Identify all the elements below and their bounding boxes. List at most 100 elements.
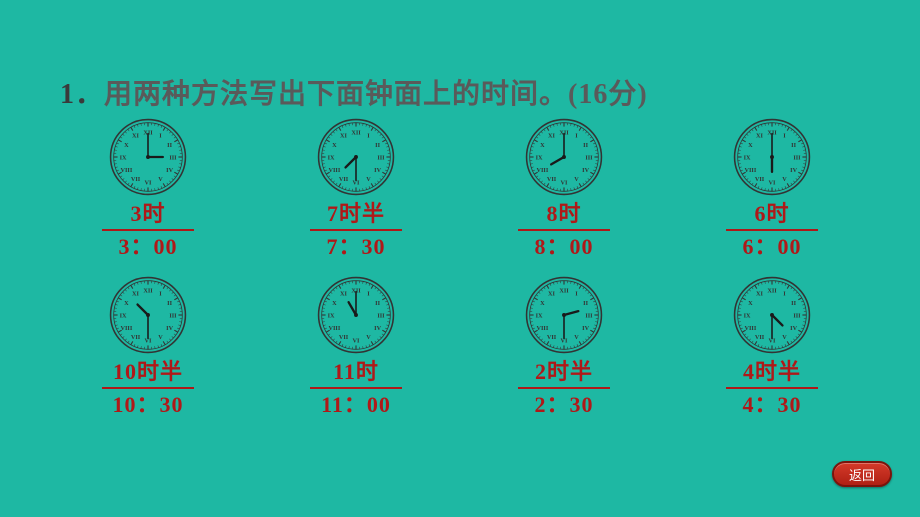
clock-cell: XIIIIIIIIIVVVIVIIVIIIIXXXI 8时 8：00 <box>499 118 629 260</box>
clock-icon: XIIIIIIIIIVVVIVIIVIIIIXXXI <box>733 118 811 196</box>
answer-line2: 8：00 <box>518 231 610 261</box>
svg-text:IX: IX <box>744 312 751 319</box>
svg-text:IX: IX <box>120 154 127 161</box>
svg-text:II: II <box>791 142 796 149</box>
clock-cell: XIIIIIIIIIVVVIVIIVIIIIXXXI 3时 3：00 <box>83 118 213 260</box>
svg-text:VI: VI <box>353 337 361 344</box>
answer-line1: 8时 <box>518 200 610 231</box>
svg-text:IX: IX <box>328 312 335 319</box>
svg-text:X: X <box>748 300 753 307</box>
svg-text:VII: VII <box>755 334 765 341</box>
svg-text:IX: IX <box>328 154 335 161</box>
svg-text:VI: VI <box>769 179 777 186</box>
svg-text:X: X <box>332 300 337 307</box>
svg-text:VIII: VIII <box>744 325 756 332</box>
svg-text:XI: XI <box>548 133 556 140</box>
svg-text:III: III <box>585 312 593 319</box>
svg-text:VIII: VIII <box>536 167 548 174</box>
svg-text:VIII: VIII <box>328 325 340 332</box>
svg-text:IV: IV <box>166 325 173 332</box>
answer-line1: 6时 <box>726 200 818 231</box>
svg-text:XI: XI <box>132 291 140 298</box>
svg-text:VIII: VIII <box>744 167 756 174</box>
clock-icon: XIIIIIIIIIVVVIVIIVIIIIXXXI <box>733 276 811 354</box>
svg-text:VII: VII <box>339 176 349 183</box>
svg-text:III: III <box>793 312 801 319</box>
svg-text:VI: VI <box>145 179 153 186</box>
clock-cell: XIIIIIIIIIVVVIVIIVIIIIXXXI 7时半 7：30 <box>291 118 421 260</box>
clock-cell: XIIIIIIIIIVVVIVIIVIIIIXXXI 4时半 4：30 <box>707 276 837 418</box>
svg-text:III: III <box>169 154 177 161</box>
svg-text:XI: XI <box>132 133 140 140</box>
svg-text:VII: VII <box>547 176 557 183</box>
svg-text:XI: XI <box>548 291 556 298</box>
clock-icon: XIIIIIIIIIVVVIVIIVIIIIXXXI <box>109 118 187 196</box>
svg-text:V: V <box>574 334 579 341</box>
clock-icon: XIIIIIIIIIVVVIVIIVIIIIXXXI <box>525 118 603 196</box>
svg-text:IV: IV <box>374 167 381 174</box>
answer-line1: 10时半 <box>102 358 194 389</box>
answer-line2: 7：30 <box>310 231 402 261</box>
svg-text:IV: IV <box>582 325 589 332</box>
svg-text:IV: IV <box>790 325 797 332</box>
svg-text:VIII: VIII <box>328 167 340 174</box>
svg-text:X: X <box>540 142 545 149</box>
back-button[interactable]: 返回 <box>832 461 892 487</box>
svg-text:XI: XI <box>756 133 764 140</box>
svg-text:V: V <box>782 334 787 341</box>
svg-text:XI: XI <box>756 291 764 298</box>
svg-text:IV: IV <box>166 167 173 174</box>
svg-text:V: V <box>158 176 163 183</box>
svg-text:VII: VII <box>339 334 349 341</box>
svg-text:V: V <box>782 176 787 183</box>
answer-line1: 2时半 <box>518 358 610 389</box>
svg-text:III: III <box>377 312 385 319</box>
svg-text:II: II <box>167 142 172 149</box>
svg-text:II: II <box>375 300 380 307</box>
answer-line2: 4：30 <box>726 389 818 419</box>
svg-text:V: V <box>574 176 579 183</box>
svg-text:III: III <box>793 154 801 161</box>
svg-text:VIII: VIII <box>120 325 132 332</box>
svg-text:IV: IV <box>374 325 381 332</box>
svg-text:XII: XII <box>559 287 569 294</box>
answer-line1: 3时 <box>102 200 194 231</box>
svg-text:XII: XII <box>143 287 153 294</box>
question-number: 1． <box>60 79 104 110</box>
clock-icon: XIIIIIIIIIVVVIVIIVIIIIXXXI <box>525 276 603 354</box>
answer-line1: 4时半 <box>726 358 818 389</box>
svg-text:II: II <box>583 300 588 307</box>
clock-icon: XIIIIIIIIIVVVIVIIVIIIIXXXI <box>109 276 187 354</box>
question-text: 用两种方法写出下面钟面上的时间。 <box>104 79 568 110</box>
svg-text:VII: VII <box>755 176 765 183</box>
clock-cell: XIIIIIIIIIVVVIVIIVIIIIXXXI 2时半 2：30 <box>499 276 629 418</box>
svg-text:II: II <box>167 300 172 307</box>
svg-text:V: V <box>366 176 371 183</box>
svg-text:IV: IV <box>790 167 797 174</box>
answer-line2: 10：30 <box>102 389 194 419</box>
svg-text:V: V <box>366 334 371 341</box>
answer-line2: 11：00 <box>310 389 402 419</box>
svg-text:IV: IV <box>582 167 589 174</box>
question-line: 1．用两种方法写出下面钟面上的时间。(16分) <box>60 72 648 112</box>
clock-row-2: XIIIIIIIIIVVVIVIIVIIIIXXXI 10时半 10：30 XI… <box>0 276 920 418</box>
svg-text:VII: VII <box>131 334 141 341</box>
svg-text:II: II <box>583 142 588 149</box>
clock-cell: XIIIIIIIIIVVVIVIIVIIIIXXXI 10时半 10：30 <box>83 276 213 418</box>
clock-icon: XIIIIIIIIIVVVIVIIVIIIIXXXI <box>317 118 395 196</box>
svg-text:II: II <box>791 300 796 307</box>
clock-icon: XIIIIIIIIIVVVIVIIVIIIIXXXI <box>317 276 395 354</box>
svg-text:X: X <box>124 142 129 149</box>
svg-text:VII: VII <box>131 176 141 183</box>
svg-text:X: X <box>748 142 753 149</box>
svg-text:IX: IX <box>744 154 751 161</box>
question-score: (16分) <box>568 79 648 110</box>
svg-text:X: X <box>332 142 337 149</box>
svg-text:VII: VII <box>547 334 557 341</box>
svg-text:III: III <box>169 312 177 319</box>
answer-line2: 6：00 <box>726 231 818 261</box>
svg-text:XII: XII <box>351 129 361 136</box>
svg-text:XII: XII <box>767 287 777 294</box>
svg-text:IX: IX <box>536 154 543 161</box>
clock-cell: XIIIIIIIIIVVVIVIIVIIIIXXXI 6时 6：00 <box>707 118 837 260</box>
